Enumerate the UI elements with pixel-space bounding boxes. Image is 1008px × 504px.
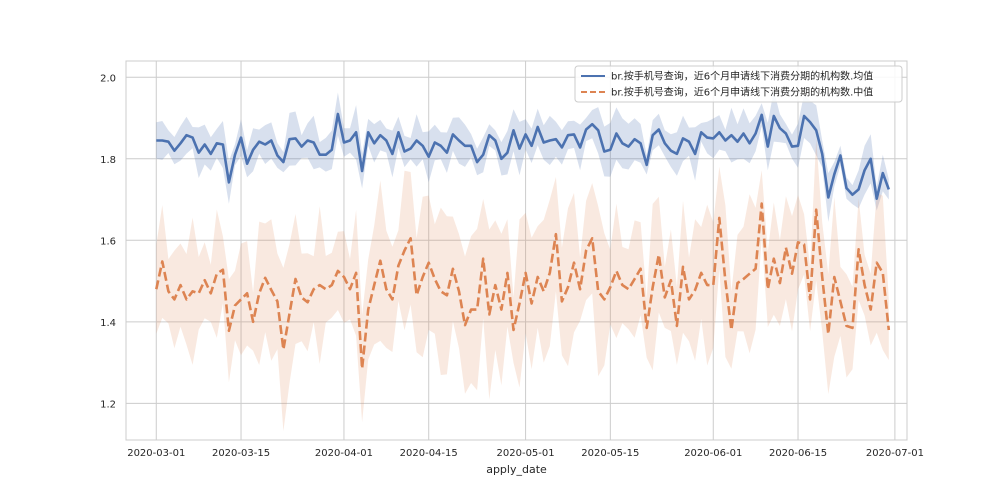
x-tick-label: 2020-06-01	[684, 448, 742, 459]
x-tick-label: 2020-05-01	[497, 448, 555, 459]
x-tick-label: 2020-06-15	[769, 448, 827, 459]
legend-label-mean: br.按手机号查询，近6个月申请线下消费分期的机构数.均值	[611, 70, 873, 83]
y-tick-label: 1.2	[100, 399, 116, 410]
series-line-layer	[155, 112, 891, 370]
x-axis-label: apply_date	[486, 463, 547, 476]
axis-layer: 2020-03-01 2020-03-15 2020-04-01 2020-04-15…	[100, 60, 924, 476]
y-tick-label: 2.0	[100, 73, 116, 84]
x-tick-label: 2020-04-01	[315, 448, 373, 459]
x-tick-label: 2020-03-01	[127, 448, 185, 459]
y-tick-label: 1.6	[100, 236, 116, 247]
legend-label-median: br.按手机号查询，近6个月申请线下消费分期的机构数.中值	[611, 86, 873, 99]
y-tick-label: 1.8	[100, 155, 116, 166]
legend-box	[574, 65, 903, 103]
legend: br.按手机号查询，近6个月申请线下消费分期的机构数.均值 br.按手机号查询，近…	[574, 65, 903, 103]
series-line-mean	[156, 112, 891, 200]
x-tick-label: 2020-04-15	[400, 448, 458, 459]
x-tick-label: 2020-03-15	[212, 448, 270, 459]
x-tick-label: 2020-07-01	[866, 448, 924, 459]
y-tick-label: 1.4	[100, 318, 116, 329]
x-tick-label: 2020-05-15	[581, 448, 639, 459]
plot-frame	[125, 60, 908, 441]
confidence-band-mean	[156, 90, 889, 222]
